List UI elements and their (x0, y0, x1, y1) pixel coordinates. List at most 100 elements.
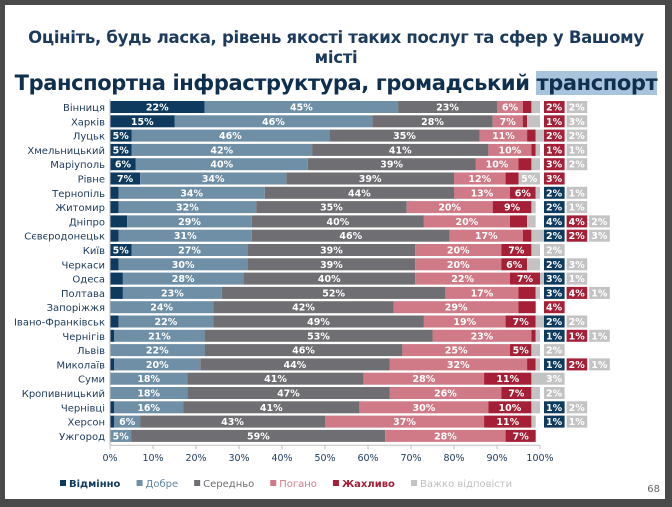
data-label-chip (566, 115, 588, 128)
bar-segment (329, 129, 480, 142)
data-label: 22% (146, 103, 169, 114)
question-title: Оцініть, будь ласка, рівень якості таких… (28, 28, 644, 67)
legend-swatch (194, 480, 201, 486)
data-label: 1% (546, 117, 563, 128)
data-label-chip (544, 201, 565, 214)
data-label: 53% (307, 331, 330, 342)
data-label: 41% (264, 374, 287, 385)
bar-segment (110, 301, 214, 314)
bar-segment (505, 172, 519, 185)
x-tick-label: 50% (314, 453, 335, 464)
data-label: 1% (546, 331, 563, 342)
category-label: Луцьк (73, 132, 105, 143)
data-label: 28% (421, 117, 444, 128)
data-label: 11% (496, 374, 519, 385)
bar-segment (509, 272, 540, 285)
data-label-chip (544, 172, 565, 185)
data-label: 43% (221, 417, 244, 428)
data-label: 2% (569, 317, 586, 328)
bar-segment (454, 186, 510, 199)
data-label: 46% (219, 131, 242, 142)
legend-label: Відмінно (69, 479, 121, 490)
data-label: 1% (546, 417, 563, 428)
data-label-chip (544, 415, 565, 428)
data-label: 29% (445, 303, 468, 314)
bar-segment (492, 201, 532, 214)
bar-segment (531, 415, 536, 428)
data-label-chip (566, 401, 588, 414)
data-label: 46% (292, 346, 315, 357)
bar-segment (531, 201, 536, 214)
bar-segment (110, 229, 119, 242)
bar-segment (501, 258, 528, 271)
data-label: 1% (569, 203, 586, 214)
data-label: 28% (413, 374, 436, 385)
data-label: 2% (546, 188, 563, 199)
category-label: Рівне (78, 174, 105, 186)
data-label: 2% (569, 231, 586, 242)
bar-segment (251, 215, 424, 228)
data-label: 7% (508, 389, 525, 400)
data-label: 34% (180, 188, 203, 199)
data-label: 46% (262, 117, 285, 128)
data-label: 1% (591, 288, 608, 299)
x-tick-label: 30% (228, 453, 249, 464)
bar-segment (501, 244, 532, 256)
bar-segment (110, 286, 123, 299)
bar-segment (527, 129, 536, 142)
data-label: 32% (176, 203, 199, 214)
bar-segment (445, 286, 519, 299)
data-label: 2% (546, 389, 563, 400)
data-label: 3% (546, 288, 563, 299)
bar-segment (110, 415, 115, 428)
data-label: 1% (569, 145, 586, 156)
data-label-chip (566, 258, 588, 271)
bar-segment (509, 344, 532, 357)
bar-segment (174, 115, 373, 128)
data-label: 6% (506, 260, 523, 271)
category-label: Харків (71, 116, 105, 128)
bar-segment (110, 258, 119, 271)
data-label-chip (566, 315, 588, 328)
data-label: 6% (119, 417, 136, 428)
bar-segment (307, 158, 476, 171)
data-label-chip (566, 272, 588, 285)
data-label: 40% (318, 274, 341, 285)
bar-segment (415, 272, 510, 285)
data-label: 2% (569, 103, 586, 114)
bar-segment (535, 315, 545, 328)
data-label: 17% (471, 288, 494, 299)
data-label: 2% (569, 360, 586, 371)
data-label: 2% (569, 160, 586, 171)
bar-segment (484, 372, 532, 385)
bar-segment (359, 401, 489, 414)
data-label-chip (544, 143, 565, 156)
subtitle-highlight: транспорт (536, 71, 658, 95)
bar-segment (204, 101, 399, 113)
data-label-chip (544, 101, 565, 113)
bar-segment (131, 129, 330, 142)
legend-swatch (136, 480, 143, 486)
data-label: 10% (499, 145, 522, 156)
bar-segment (531, 158, 540, 171)
data-label: 9% (504, 203, 521, 214)
data-label-chip (566, 358, 588, 371)
bar-segment (423, 315, 506, 328)
data-label: 7% (513, 317, 530, 328)
bar-segment (187, 387, 390, 399)
bar-segment (204, 329, 433, 342)
data-label-chip (566, 158, 588, 171)
data-label: 3% (546, 174, 563, 185)
bar-segment (118, 186, 265, 199)
bar-segment (454, 172, 506, 185)
category-label: Миколаїв (57, 360, 106, 371)
bar-segment (501, 387, 532, 399)
legend-label: Важко відповісти (420, 478, 512, 490)
bar-segment (488, 143, 532, 156)
data-label: 4% (546, 217, 563, 228)
data-label: 19% (453, 317, 476, 328)
data-label: 20% (146, 360, 169, 371)
data-label-chip (544, 358, 565, 371)
bar-segment (540, 272, 545, 285)
bar-segment (535, 186, 540, 199)
